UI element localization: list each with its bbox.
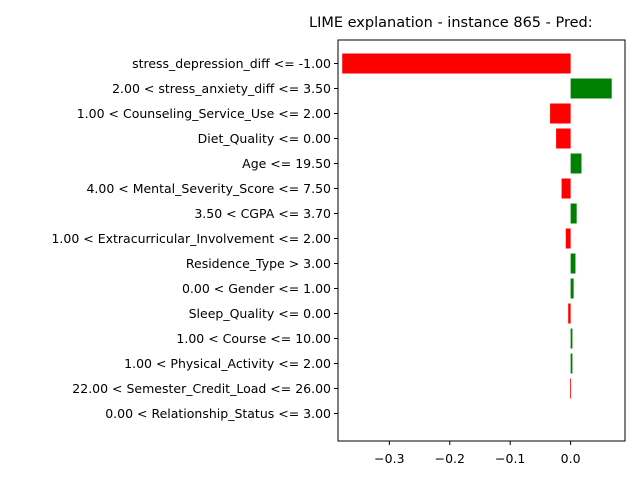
bar <box>570 253 576 274</box>
bar <box>570 278 574 299</box>
bar <box>342 53 571 74</box>
x-tick-label: −0.1 <box>495 451 525 466</box>
bar <box>565 228 571 249</box>
y-tick-label: Residence_Type > 3.00 <box>186 256 331 271</box>
bar <box>570 378 571 399</box>
bar <box>561 178 571 199</box>
y-tick-label: 2.00 < stress_anxiety_diff <= 3.50 <box>112 81 331 96</box>
plot-frame <box>337 39 626 442</box>
y-tick-label: 3.50 < CGPA <= 3.70 <box>194 206 331 221</box>
y-tick-label: 1.00 < Course <= 10.00 <box>176 331 331 346</box>
y-axis: stress_depression_diff <= -1.00 2.00 < st… <box>51 56 338 421</box>
bar <box>568 303 571 324</box>
bars-group <box>342 53 612 399</box>
bar <box>550 103 571 124</box>
bar <box>570 353 573 374</box>
y-tick-label: 1.00 < Physical_Activity <= 2.00 <box>124 356 331 371</box>
y-tick-label: stress_depression_diff <= -1.00 <box>132 56 331 71</box>
y-tick-label: Age <= 19.50 <box>242 156 331 171</box>
y-tick-label: 4.00 < Mental_Severity_Score <= 7.50 <box>86 181 331 196</box>
x-axis: −0.3 −0.2 −0.1 0.0 <box>374 441 581 466</box>
x-tick-label: −0.2 <box>435 451 465 466</box>
y-tick-label: 0.00 < Relationship_Status <= 3.00 <box>105 406 331 421</box>
y-tick-label: Sleep_Quality <= 0.00 <box>189 306 331 321</box>
y-tick-label: 1.00 < Counseling_Service_Use <= 2.00 <box>77 106 331 121</box>
bar <box>556 128 571 149</box>
bar <box>570 328 573 349</box>
x-tick-label: 0.0 <box>561 451 581 466</box>
x-tick-label: −0.3 <box>374 451 404 466</box>
y-tick-label: 1.00 < Extracurricular_Involvement <= 2.… <box>51 231 331 246</box>
y-tick-label: Diet_Quality <= 0.00 <box>198 131 331 146</box>
y-tick-label: 22.00 < Semester_Credit_Load <= 26.00 <box>72 381 331 396</box>
bar <box>570 153 582 174</box>
bar <box>570 78 612 99</box>
y-tick-label: 0.00 < Gender <= 1.00 <box>182 281 331 296</box>
bar <box>570 203 577 224</box>
chart-title: LIME explanation - instance 865 - Pred: <box>309 15 593 31</box>
